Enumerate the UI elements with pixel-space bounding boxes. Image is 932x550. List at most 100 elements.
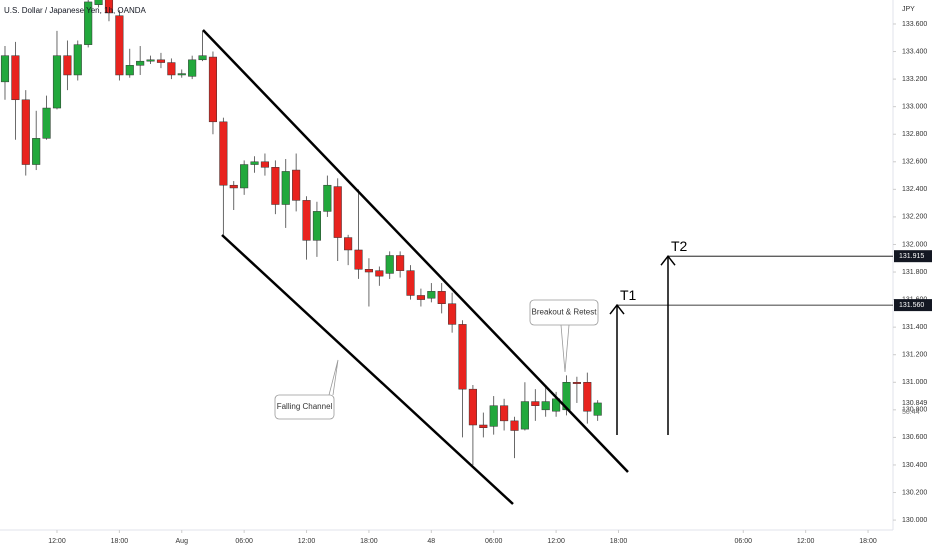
candle-body [136, 60, 145, 66]
x-tick-label: 12:00 [298, 538, 316, 545]
candle-body [375, 270, 384, 277]
candle-body [385, 255, 394, 274]
candle-body [32, 138, 41, 165]
arrow-head [609, 303, 625, 315]
y-tick-label: 130.200 [902, 489, 927, 496]
candle-body [458, 324, 467, 390]
candle-body [177, 73, 186, 76]
candle-body [94, 0, 103, 5]
candle-body [364, 269, 373, 273]
x-tick-label: 18:00 [111, 538, 129, 545]
candle-body [104, 0, 114, 14]
candle-body [167, 62, 176, 76]
candle-body [593, 402, 602, 416]
candle-body [52, 55, 62, 109]
x-tick-label: 12:00 [547, 538, 565, 545]
candle-body [146, 59, 155, 62]
currency: JPY [902, 6, 915, 13]
annotation: Breakout & Retest [532, 308, 598, 317]
callout-pointer [560, 324, 570, 373]
target-label: T2 [671, 238, 688, 254]
candle-body [479, 424, 488, 428]
candle-body [468, 388, 477, 426]
candle-body [63, 55, 72, 76]
countdown: 50:44 [902, 409, 920, 416]
candle-body [520, 401, 529, 430]
channel-upper [202, 29, 629, 473]
arrow-head [660, 254, 676, 266]
candle-body [354, 249, 363, 270]
candle-body [11, 55, 20, 101]
candle-body [531, 401, 540, 406]
price-label-box [894, 299, 932, 312]
candle-body [292, 169, 301, 201]
candle-body [84, 1, 93, 45]
y-tick-label: 132.600 [902, 159, 927, 166]
y-tick-label: 132.800 [902, 131, 927, 138]
candle-body [115, 15, 124, 76]
candle-body [125, 65, 134, 76]
y-tick-label: 132.000 [902, 241, 927, 248]
candle-body [344, 237, 353, 251]
candle-body [541, 401, 550, 411]
candle-body [219, 121, 228, 186]
chart-title: U.S. Dollar / Japanese Yen, 1h, OANDA [4, 6, 147, 15]
x-tick-label: 06:00 [485, 538, 503, 545]
x-tick-label: 12:00 [48, 538, 66, 545]
channel-lower [221, 234, 514, 505]
target-label: T1 [620, 287, 637, 303]
candle-body [208, 56, 218, 123]
candle-body [302, 200, 311, 241]
x-tick-label: 48 [427, 538, 435, 545]
candle-body [240, 164, 249, 189]
candle-body [281, 171, 290, 205]
y-tick-label: 133.000 [902, 104, 927, 111]
candle-body [406, 270, 415, 296]
y-tick-label: 130.600 [902, 434, 927, 441]
price-label: 131.560 [899, 302, 924, 309]
candle-body [416, 295, 425, 300]
y-tick-label: 133.200 [902, 76, 927, 83]
candle-body [271, 167, 280, 205]
candle-body [250, 161, 259, 165]
price-label-box [894, 250, 932, 263]
candle-body [583, 382, 592, 412]
y-tick-label: 131.400 [902, 324, 927, 331]
x-tick-label: 06:00 [734, 538, 752, 545]
candle-body [188, 59, 197, 77]
candle-body [500, 405, 509, 422]
candle-body [312, 211, 321, 241]
price-label: 131.915 [899, 253, 924, 260]
candle-body [198, 55, 207, 61]
y-tick-label: 130.800 [902, 407, 927, 414]
candle-body [427, 291, 436, 299]
x-tick-label: 18:00 [610, 538, 628, 545]
x-tick-label: 06:00 [235, 538, 253, 545]
candle-body [572, 382, 581, 384]
y-tick-label: 132.400 [902, 186, 927, 193]
y-tick-label: 133.600 [902, 21, 927, 28]
candle-body [448, 303, 457, 325]
callout-pointer [328, 359, 339, 396]
x-tick-label: 12:00 [797, 538, 815, 545]
last-price: 130.849 [902, 400, 927, 407]
candle-body [0, 55, 10, 83]
x-tick-label: Aug [176, 538, 189, 545]
y-tick-label: 131.200 [902, 352, 927, 359]
candle-body [21, 99, 30, 165]
x-tick-label: 18:00 [859, 538, 877, 545]
annotation: Falling Channel [277, 402, 333, 411]
candle-body [510, 420, 519, 431]
drawings: Falling Channel Breakout & Retest [202, 29, 629, 505]
y-tick-label: 130.400 [902, 462, 927, 469]
y-tick-label: 132.200 [902, 214, 927, 221]
candle-body [489, 405, 498, 427]
candle-body [156, 59, 166, 63]
candle-body [73, 44, 82, 76]
callout-box [274, 394, 335, 420]
y-tick-label: 131.000 [902, 379, 927, 386]
candle-body [396, 255, 405, 271]
candle-body [333, 186, 342, 238]
